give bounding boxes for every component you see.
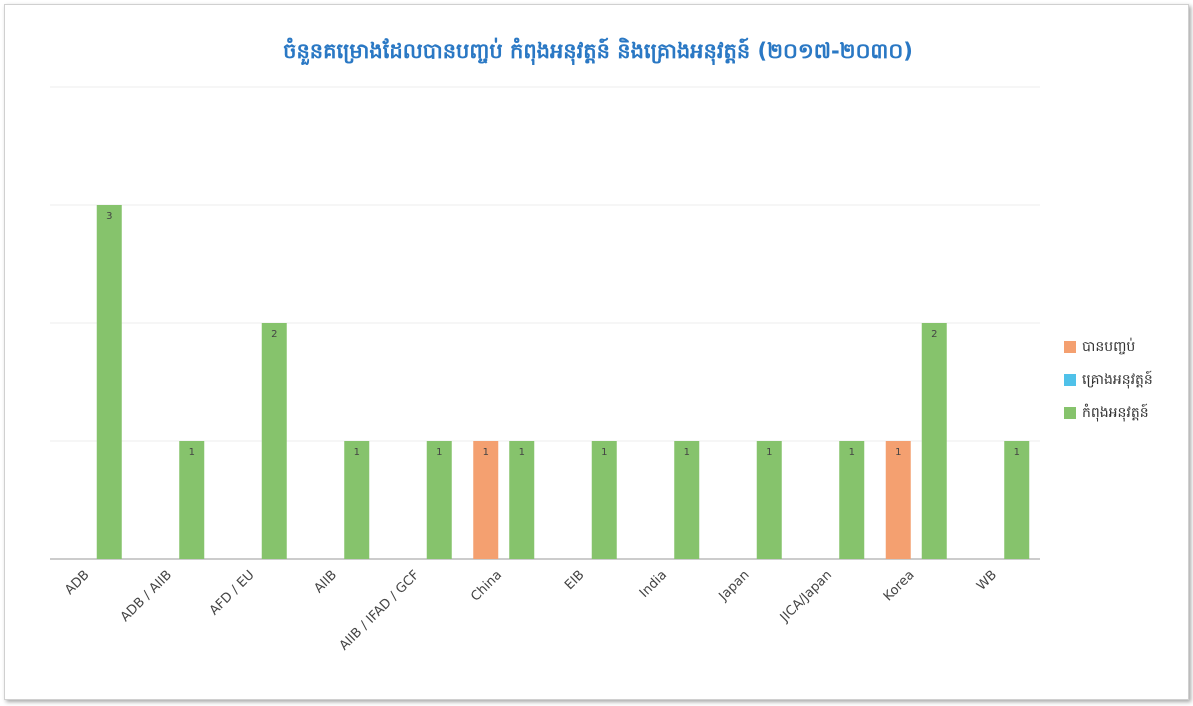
value-label: 1: [1014, 447, 1020, 458]
x-tick-label: ADB / AIIB: [118, 568, 175, 625]
legend-swatch: [1064, 374, 1076, 386]
bar: [96, 205, 122, 559]
bar: [885, 441, 911, 559]
bar: [473, 441, 499, 559]
value-label: 1: [436, 447, 442, 458]
chart-frame: [4, 4, 1189, 700]
x-tick-label: WB: [974, 568, 1000, 594]
value-label: 2: [271, 329, 277, 340]
legend-label: គ្រោងអនុវត្តន៍: [1082, 370, 1153, 389]
value-label: 1: [519, 447, 525, 458]
chart-title: ចំនួនគម្រោងដែលបានបញ្ចប់ កំពុងអនុវត្តន៍ ន…: [283, 37, 913, 66]
x-tick-label: AIIB: [311, 568, 340, 597]
value-label: 2: [931, 329, 937, 340]
value-label: 1: [766, 447, 772, 458]
value-label: 1: [895, 447, 901, 458]
bar: [756, 441, 782, 559]
bar: [921, 323, 947, 559]
x-tick-label: Korea: [881, 568, 918, 605]
value-label: 1: [849, 447, 855, 458]
value-label: 1: [483, 447, 489, 458]
legend-swatch: [1064, 407, 1076, 419]
x-tick-label: EIB: [562, 568, 587, 593]
legend-swatch: [1064, 341, 1076, 353]
bar: [179, 441, 205, 559]
x-tick-label: AFD / EU: [207, 568, 258, 619]
legend-label: កំពុងអនុវត្តន៍: [1082, 403, 1149, 422]
value-label: 1: [684, 447, 690, 458]
bar: [1004, 441, 1030, 559]
value-label: 1: [601, 447, 607, 458]
x-tick-label: JICA/Japan: [777, 568, 835, 626]
x-tick-label: AIIB / IFAD / GCF: [337, 568, 423, 654]
value-label: 1: [189, 447, 195, 458]
bar: [591, 441, 617, 559]
x-tick-label: India: [637, 568, 670, 601]
bar: [426, 441, 452, 559]
legend-label: បានបញ្ចប់: [1082, 337, 1135, 355]
bar: [344, 441, 370, 559]
bar: [509, 441, 535, 559]
x-tick-label: ADB: [62, 568, 92, 598]
value-label: 1: [354, 447, 360, 458]
bar: [674, 441, 700, 559]
x-tick-label: Japan: [716, 568, 753, 605]
legend: បានបញ្ចប់គ្រោងអនុវត្តន៍កំពុងអនុវត្តន៍: [1064, 337, 1153, 422]
value-label: 3: [106, 211, 112, 222]
x-tick-label: China: [468, 568, 505, 605]
bar: [261, 323, 287, 559]
bar: [839, 441, 865, 559]
